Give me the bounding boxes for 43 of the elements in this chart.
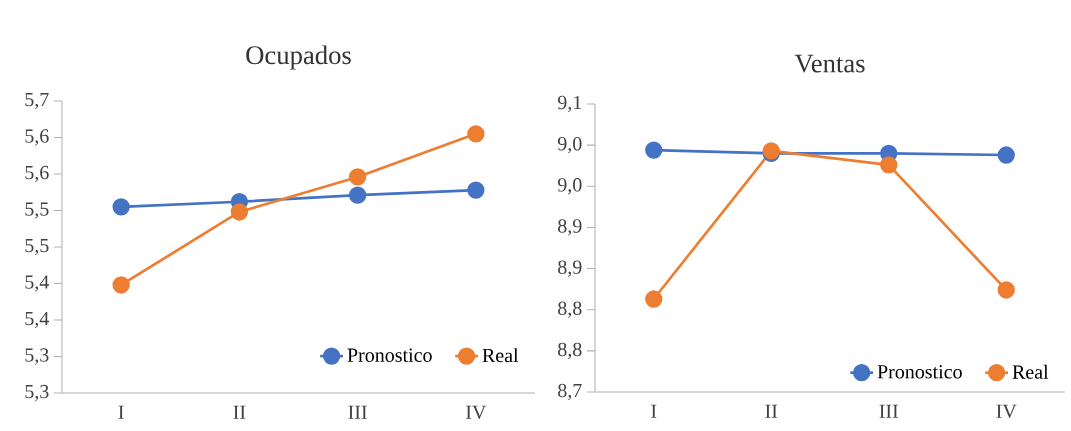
point [997, 281, 1015, 299]
y-tick-label: 5,7 [25, 92, 49, 110]
y-tick-label: 9,0 [557, 178, 582, 195]
x-tick-label: IV [466, 405, 487, 420]
y-tick-label: 8,9 [558, 260, 582, 277]
chart-title: Ocupados [246, 45, 351, 70]
x-tick-label: I [118, 405, 124, 419]
point [467, 181, 485, 199]
point [112, 276, 130, 294]
y-tick-label: 5,6 [25, 129, 49, 146]
y-tick-label: 5,6 [25, 165, 49, 183]
legend-label: Real [482, 348, 519, 363]
point [348, 186, 367, 204]
point [467, 125, 485, 143]
y-tick-label: 8,8 [558, 301, 582, 318]
y-tick-label: 5,4 [25, 311, 49, 329]
legend-label: Real [1012, 364, 1049, 379]
y-tick-label: 8,7 [558, 383, 582, 401]
x-tick-label: I [651, 404, 657, 418]
point [348, 168, 367, 186]
x-tick-label: III [348, 405, 367, 419]
legend-label: Pronostico [877, 365, 962, 379]
y-tick-label: 5,3 [25, 348, 49, 365]
point [230, 203, 249, 221]
point [997, 146, 1015, 164]
point [645, 290, 663, 308]
y-tick-label: 9,0 [557, 136, 582, 154]
y-tick-label: 5,4 [25, 275, 49, 292]
y-tick-label: 5,3 [25, 384, 49, 402]
y-tick-label: 5,5 [25, 238, 49, 256]
x-tick-label: II [233, 405, 246, 419]
point [112, 198, 130, 216]
chart-title: Ventas [794, 54, 865, 73]
point [645, 141, 663, 159]
y-tick-label: 9,1 [557, 95, 582, 113]
x-tick-label: III [879, 404, 899, 418]
x-tick-label: IV [996, 404, 1017, 419]
y-tick-label: 8,8 [558, 342, 582, 360]
y-tick-label: 5,5 [25, 202, 49, 219]
x-tick-label: II [765, 404, 778, 418]
point [880, 156, 898, 174]
y-tick-label: 8,9 [558, 219, 582, 236]
legend-label: Pronostico [347, 348, 432, 362]
